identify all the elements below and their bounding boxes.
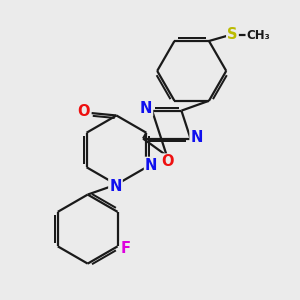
Text: CH₃: CH₃: [247, 29, 270, 42]
Text: F: F: [121, 241, 131, 256]
Text: N: N: [109, 179, 122, 194]
Text: O: O: [78, 104, 90, 119]
Text: N: N: [140, 101, 152, 116]
Text: S: S: [227, 27, 238, 42]
Text: N: N: [145, 158, 157, 173]
Text: O: O: [161, 154, 174, 169]
Text: N: N: [190, 130, 203, 145]
